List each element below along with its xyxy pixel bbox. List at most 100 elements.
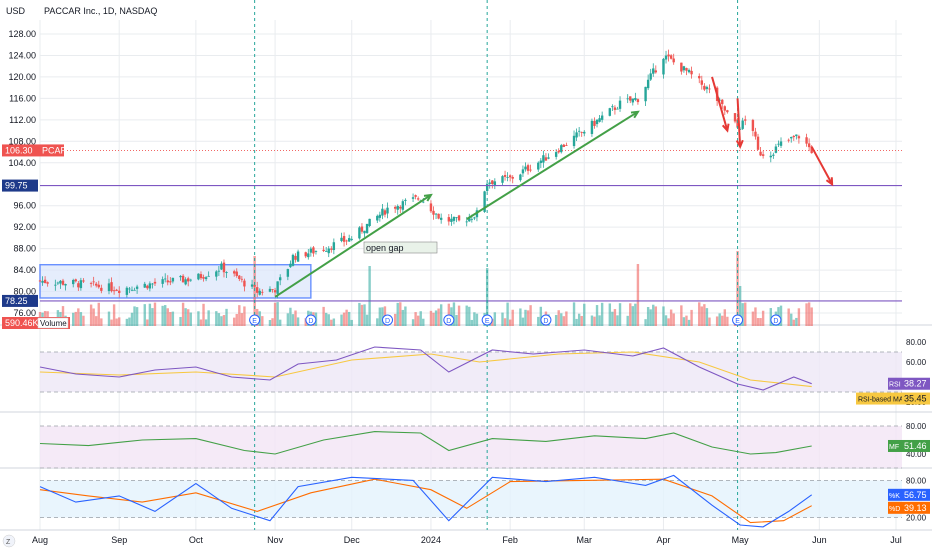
candle-body: [314, 250, 318, 252]
volume-bar: [726, 316, 729, 326]
event-marker[interactable]: [305, 314, 317, 326]
volume-bar: [97, 302, 100, 326]
volume-bar: [761, 310, 765, 326]
volume-bar: [360, 304, 364, 326]
volume-bar: [291, 314, 295, 326]
candle-body: [493, 181, 497, 186]
event-marker[interactable]: [382, 314, 394, 326]
candle-body: [59, 280, 62, 284]
candle-body: [118, 290, 121, 293]
candle-body: [97, 284, 100, 288]
volume-bar: [644, 319, 647, 326]
volume-value-text: 590.46K: [5, 318, 39, 328]
candle-body: [672, 58, 675, 63]
y-tick-label: 76.00: [13, 308, 36, 318]
volume-bar: [741, 303, 744, 326]
candle-body: [199, 274, 203, 279]
candle-body: [215, 271, 218, 277]
volume-bar: [519, 308, 522, 326]
event-marker[interactable]: [443, 314, 455, 326]
y-tick-label: 116.00: [9, 93, 36, 103]
event-marker[interactable]: [481, 314, 493, 326]
candle-body: [662, 58, 665, 75]
volume-bar: [595, 305, 599, 326]
x-tick-label: Nov: [267, 535, 284, 545]
consolidation-rectangle[interactable]: [39, 264, 312, 299]
trend-arrow-up[interactable]: [274, 194, 432, 298]
candle-body: [268, 288, 272, 292]
indicator-lines: [39, 346, 813, 528]
candle-body: [810, 146, 813, 154]
candle-body: [700, 80, 704, 85]
candle-body: [146, 285, 149, 289]
event-marker[interactable]: [249, 314, 261, 326]
volume-bar: [347, 311, 351, 326]
event-marker-label: D: [543, 318, 548, 325]
indicator-y-tick: 20.00: [906, 514, 927, 523]
d-tag-value-box: [902, 501, 930, 514]
candle-body: [171, 277, 175, 282]
candle-body: [381, 208, 384, 216]
candle-body: [273, 290, 277, 293]
volume-bar: [396, 302, 399, 326]
candle-body: [56, 282, 60, 284]
candle-body: [572, 135, 576, 147]
k-tag-label: %K: [889, 493, 900, 500]
open-gap-annotation[interactable]: open gap: [363, 241, 438, 254]
volume-bar: [243, 306, 246, 326]
level-tag: [2, 179, 38, 192]
candle-body: [667, 54, 670, 57]
y-tick-label: 84.00: [13, 265, 36, 275]
candle-body: [240, 278, 244, 280]
candle-body: [608, 108, 612, 116]
volume-bar: [401, 309, 405, 326]
candle-body: [429, 203, 433, 212]
candle-body: [600, 115, 604, 120]
candle-body: [130, 289, 134, 291]
indicator-zones: [40, 351, 902, 518]
rsi-tag-value-box: [902, 377, 930, 390]
candle-body: [774, 146, 778, 153]
trend-arrow-down[interactable]: [736, 98, 742, 147]
volume-bar: [682, 317, 686, 326]
volume-bar: [95, 316, 98, 326]
event-marker[interactable]: [770, 314, 782, 326]
volume-bar: [61, 306, 65, 326]
volume-bar: [807, 302, 811, 326]
volume-bar: [92, 308, 95, 326]
candle-body: [294, 255, 297, 260]
trend-arrow-down[interactable]: [711, 76, 729, 131]
candle-body: [161, 279, 164, 284]
candle-body: [723, 106, 726, 111]
trend-arrow-down[interactable]: [810, 146, 833, 185]
volume-bar: [115, 318, 118, 326]
trend-arrow-up[interactable]: [466, 110, 639, 220]
volume-bar: [506, 302, 509, 326]
chart-title: PACCAR Inc., 1D, NASDAQ: [44, 6, 157, 16]
volume-bar: [324, 312, 328, 326]
candle-body: [652, 68, 655, 74]
candle-body: [649, 73, 652, 80]
candle-body: [404, 199, 407, 201]
last-price-tag: [2, 144, 64, 157]
volume-bar: [189, 312, 192, 326]
event-marker[interactable]: [540, 314, 552, 326]
volume-bar: [169, 312, 172, 326]
trend-arrow-down-head: [825, 177, 834, 187]
candle-body: [437, 213, 440, 219]
volume-bar: [130, 312, 134, 326]
volume-bar: [629, 303, 632, 326]
event-marker[interactable]: [732, 314, 744, 326]
volume-bar: [805, 303, 808, 326]
event-marker-label: E: [252, 318, 257, 325]
candle-body: [332, 242, 336, 251]
event-marker-label: D: [446, 318, 451, 325]
volume-bar: [235, 313, 238, 326]
candle-body: [235, 271, 238, 276]
volume-bar: [232, 317, 236, 326]
volume-bar: [646, 307, 650, 326]
mf-line: [39, 431, 812, 455]
volume-bar: [631, 306, 635, 326]
candle-body: [189, 279, 192, 281]
